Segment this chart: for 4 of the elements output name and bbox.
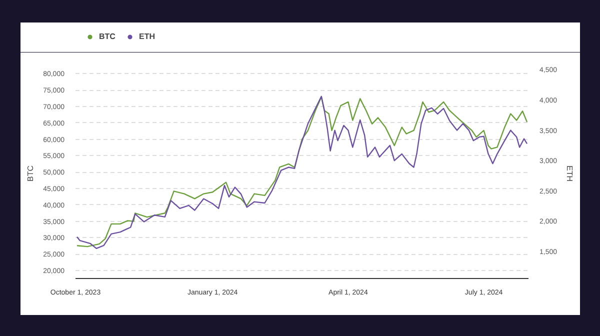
- legend-label: ETH: [139, 32, 156, 41]
- y-axis-title: BTC: [26, 165, 36, 182]
- y2-axis-title: ETH: [565, 166, 574, 182]
- legend-label: BTC: [99, 32, 116, 41]
